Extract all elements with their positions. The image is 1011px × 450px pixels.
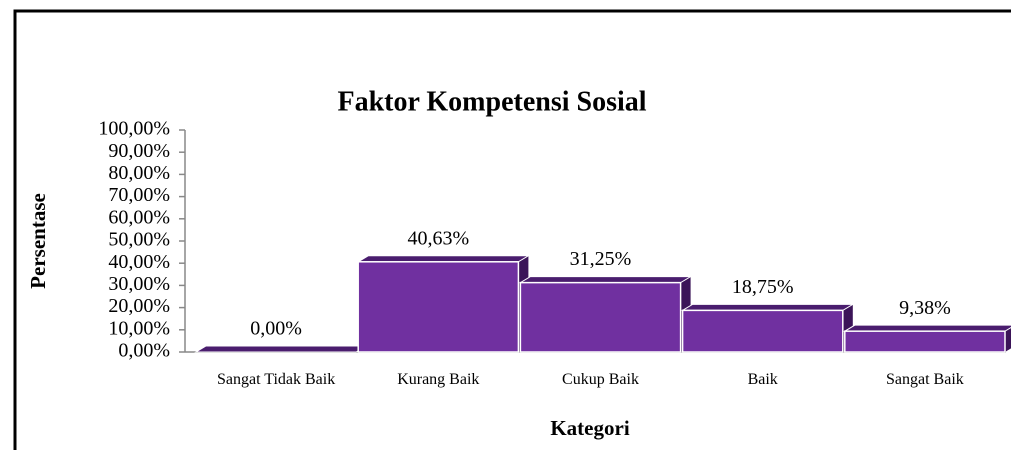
y-tick-label: 40,00% [108,251,170,273]
bar-side [1005,327,1011,352]
x-tick-label: Sangat Baik [886,371,964,388]
bar-top [842,324,1011,332]
x-axis-label: Kategori [550,416,629,440]
y-tick-label: 70,00% [108,184,170,206]
frame [13,9,1011,450]
bar-top [680,303,855,311]
bar [680,303,855,353]
y-tick-label: 50,00% [108,229,170,251]
bar [194,345,369,353]
y-tick-label: 10,00% [108,317,170,339]
value-label: 31,25% [570,248,632,270]
y-tick-label: 0,00% [118,340,170,362]
value-label: 0,00% [250,318,302,340]
bar-front [519,281,682,353]
y-tick-label: 20,00% [108,295,170,317]
x-tick-label: Baik [747,371,778,388]
y-tick-label: 90,00% [108,140,170,162]
bar-front [844,330,1006,353]
bar [356,255,531,353]
value-label: 40,63% [407,227,469,249]
bar-top [518,276,693,284]
y-tick-label: 60,00% [108,206,170,228]
value-label: 18,75% [732,276,794,298]
bar [518,276,693,353]
bar [842,324,1011,353]
bar-top [356,255,531,263]
bar-front [357,261,520,353]
y-tick-label: 100,00% [98,118,170,140]
x-tick-label: Kurang Baik [397,371,480,388]
chart-title: Faktor Kompetensi Sosial [337,86,646,117]
y-axis-label: Persentase [26,193,50,289]
y-tick-label: 30,00% [108,273,170,295]
x-tick-label: Sangat Tidak Baik [216,371,336,388]
y-tick-label: 80,00% [108,162,170,184]
bar-front [681,309,844,353]
x-tick-label: Cukup Baik [562,371,639,388]
bar-top [194,345,369,353]
value-label: 9,38% [899,297,951,319]
